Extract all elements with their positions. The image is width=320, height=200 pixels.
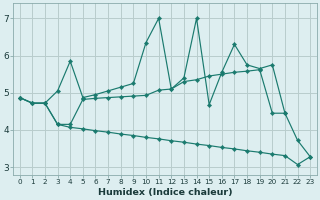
X-axis label: Humidex (Indice chaleur): Humidex (Indice chaleur) — [98, 188, 232, 197]
